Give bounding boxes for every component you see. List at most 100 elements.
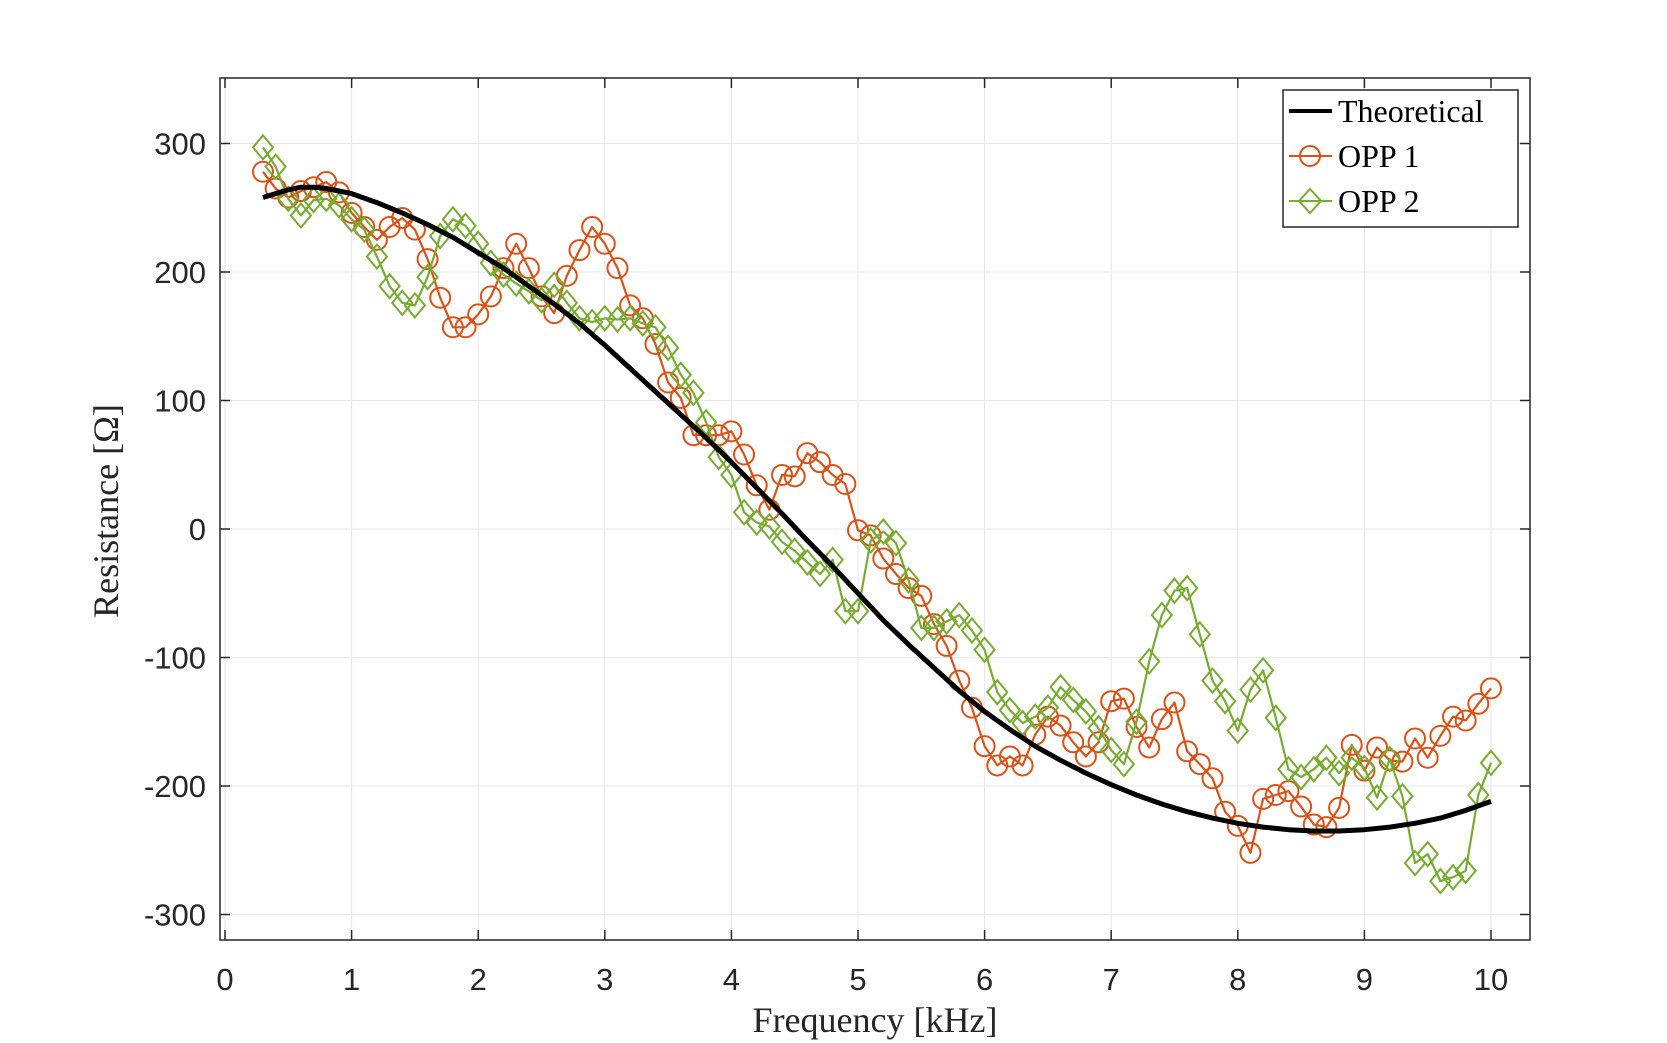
data-point-opp2 [1353, 754, 1376, 782]
data-point-opp2 [897, 566, 920, 594]
data-point-opp1 [1188, 753, 1211, 776]
data-point-opp1 [1011, 754, 1034, 777]
data-point-opp2 [1365, 784, 1389, 812]
data-point-opp2 [517, 277, 541, 305]
data-point-opp2 [808, 560, 832, 588]
data-point-opp1 [505, 232, 528, 255]
data-point-opp2 [1036, 694, 1060, 722]
data-point-opp2 [416, 263, 439, 291]
data-point-opp2 [682, 379, 705, 407]
data-point-opp1 [910, 584, 933, 607]
data-point-opp2 [1137, 647, 1161, 675]
data-point-opp2 [1277, 755, 1300, 783]
data-point-opp2 [1049, 673, 1072, 701]
data-point-opp2 [644, 313, 667, 341]
data-point-opp2 [770, 528, 794, 556]
x-tick-label: 9 [1356, 962, 1373, 997]
data-point-opp1 [745, 474, 768, 497]
data-point-opp2 [1061, 686, 1085, 714]
data-point-opp2 [732, 498, 756, 526]
data-point-opp2 [1264, 704, 1288, 732]
data-point-opp2 [1087, 714, 1110, 742]
data-point-opp2 [1429, 867, 1452, 895]
data-point-opp1 [922, 613, 945, 636]
data-point-opp1 [1239, 841, 1262, 864]
data-point-opp2 [340, 205, 363, 233]
data-point-opp2 [618, 304, 642, 332]
data-point-opp1 [1252, 787, 1275, 810]
data-point-opp2 [327, 191, 351, 219]
data-point-opp1 [783, 465, 806, 488]
data-point-opp2 [1213, 687, 1237, 715]
data-point-opp1 [1404, 727, 1427, 750]
data-point-opp1 [429, 286, 452, 309]
data-point-opp1 [441, 316, 464, 339]
data-point-opp2 [1201, 667, 1224, 695]
data-point-opp2 [390, 289, 414, 317]
data-point-opp1 [809, 451, 832, 474]
data-point-opp1 [771, 464, 794, 487]
legend: Theoretical OPP 1 OPP 2 [1282, 89, 1519, 228]
data-point-opp1 [1366, 736, 1389, 759]
data-point-opp2 [365, 243, 389, 271]
legend-opp1-label: OPP 1 [1338, 138, 1420, 174]
data-point-opp1 [1290, 795, 1313, 818]
data-point-opp2 [1099, 736, 1123, 764]
data-point-opp2 [631, 309, 655, 337]
data-point-opp2 [884, 529, 908, 557]
data-point-opp1 [1480, 677, 1502, 700]
data-point-opp1 [1049, 714, 1072, 737]
x-tick-label: 5 [849, 962, 866, 997]
data-point-opp2 [1315, 744, 1338, 772]
data-point-opp1 [251, 160, 274, 183]
data-point-opp2 [796, 548, 819, 576]
data-point-opp1 [1467, 692, 1490, 715]
data-point-opp1 [530, 285, 553, 308]
data-point-opp2 [656, 334, 680, 362]
data-point-opp2 [1479, 749, 1503, 777]
x-tick-label: 7 [1103, 962, 1120, 997]
data-point-opp1 [973, 735, 996, 758]
data-point-opp2 [289, 201, 313, 230]
data-point-opp2 [973, 636, 996, 664]
data-point-opp2 [403, 291, 427, 319]
legend-opp2-marker-icon [1297, 187, 1323, 215]
series-theoretical [262, 184, 1492, 834]
data-point-opp2 [378, 272, 401, 300]
data-point-opp2 [1327, 759, 1351, 787]
data-point-opp2 [947, 601, 971, 629]
data-point-opp1 [1302, 813, 1325, 836]
data-point-opp2 [314, 185, 338, 213]
data-point-opp1 [606, 257, 629, 280]
x-tick-label: 10 [1474, 962, 1508, 997]
data-point-opp2 [1074, 697, 1098, 726]
y-axis-title: Resistance [Ω] [86, 404, 126, 618]
data-point-opp2 [1441, 863, 1465, 891]
data-point-opp1 [1328, 796, 1351, 819]
data-point-opp2 [466, 230, 490, 258]
data-point-opp2 [1391, 782, 1414, 810]
data-point-opp2 [568, 304, 591, 332]
x-tick-labels: 0 1 2 3 4 5 6 7 8 9 10 [216, 962, 1508, 997]
data-point-opp1 [492, 257, 515, 280]
data-point-opp1 [1264, 783, 1287, 806]
x-axis-title: Frequency [kHz] [753, 1000, 998, 1040]
legend-opp2-label: OPP 2 [1338, 183, 1420, 219]
data-point-opp1 [581, 216, 604, 239]
data-point-opp2 [1188, 620, 1212, 648]
data-point-opp2 [783, 537, 807, 565]
y-tick-label: -100 [144, 641, 206, 676]
data-point-opp1 [1429, 724, 1452, 747]
data-point-opp2 [264, 153, 287, 181]
data-point-opp1 [479, 285, 502, 308]
data-point-opp2 [935, 607, 958, 636]
data-point-opp1 [619, 294, 642, 317]
data-point-opp2 [1340, 744, 1364, 772]
data-point-opp1 [1138, 736, 1161, 759]
data-point-opp2 [846, 597, 870, 625]
data-point-opp2 [669, 361, 693, 389]
data-point-opp1 [1062, 731, 1085, 754]
y-tick-label: 200 [154, 255, 206, 290]
data-point-opp2 [251, 133, 275, 161]
